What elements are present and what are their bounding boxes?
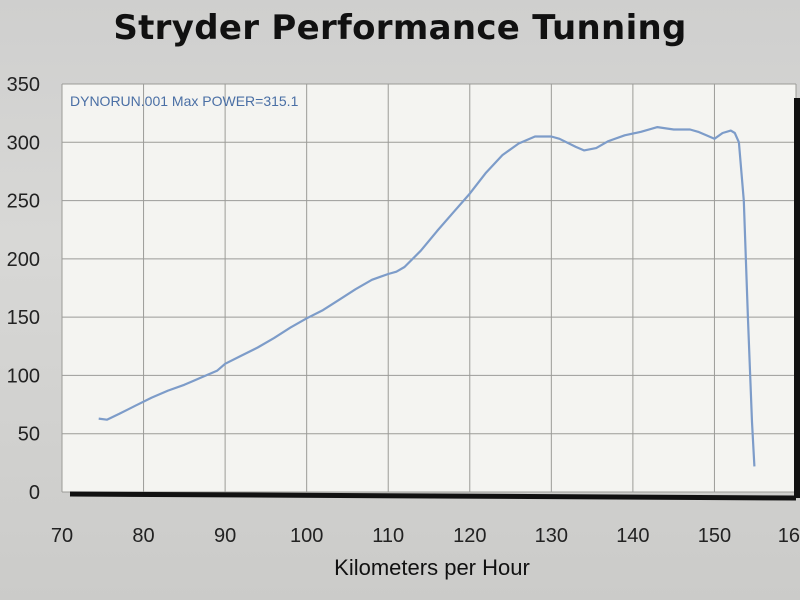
x-tick-label: 130 — [535, 525, 568, 547]
max-power-annotation: DYNORUN.001 Max POWER=315.1 — [70, 93, 299, 109]
y-tick-label: 150 — [7, 307, 40, 329]
x-tick-label: 100 — [290, 525, 323, 547]
x-axis-label: Kilometers per Hour — [334, 555, 530, 580]
grid-lines — [61, 83, 797, 493]
y-tick-label: 250 — [7, 191, 40, 213]
y-tick-label: 300 — [7, 132, 40, 154]
x-tick-label: 140 — [616, 525, 649, 547]
x-tick-label: 90 — [214, 525, 236, 547]
x-axis-ticks: 70 80 90 100 110 120 130 140 150 16 — [51, 525, 800, 547]
x-axis-line — [69, 491, 797, 501]
y-tick-label: 200 — [7, 249, 40, 271]
x-tick-label: 150 — [698, 525, 731, 547]
x-tick-label: 110 — [372, 525, 404, 547]
y-tick-label: 350 — [7, 74, 40, 96]
x-tick-label: 16 — [778, 525, 800, 547]
x-tick-label: 120 — [453, 525, 486, 547]
plot-area — [62, 84, 796, 492]
y-tick-label: 50 — [18, 424, 40, 446]
x-tick-label: 80 — [132, 525, 154, 547]
x-tick-label: 70 — [51, 525, 73, 547]
series-line-power — [98, 126, 756, 467]
y-tick-label: 0 — [29, 482, 40, 504]
chart-title: Stryder Performance Tunning — [113, 8, 687, 48]
y-tick-label: 100 — [7, 365, 40, 387]
y-axis-ticks: 0 50 100 150 200 250 300 350 — [7, 74, 40, 504]
